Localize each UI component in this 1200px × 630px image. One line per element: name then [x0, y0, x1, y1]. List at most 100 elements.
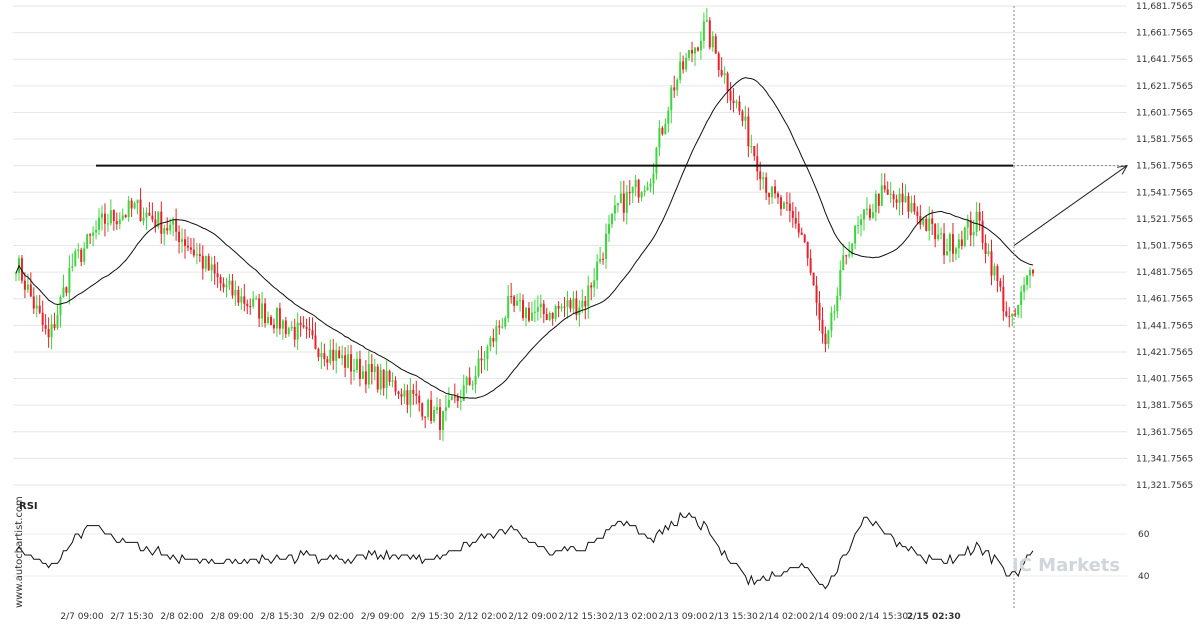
candle-body — [596, 261, 599, 281]
candle-body — [65, 287, 68, 293]
candle-body — [928, 218, 931, 231]
candle-body — [886, 189, 889, 195]
rsi-line — [15, 511, 1034, 590]
candle-body — [800, 232, 803, 235]
candle-body — [510, 296, 513, 298]
candle-body — [50, 324, 53, 338]
candle-body — [625, 192, 628, 213]
candle-body — [326, 359, 329, 363]
candle-body — [133, 203, 136, 209]
candle-body — [741, 111, 744, 121]
candle-body — [527, 307, 530, 321]
candle-body — [29, 284, 32, 297]
candle-body — [732, 100, 735, 104]
brand-watermark: IC Markets — [1012, 555, 1120, 576]
candle-body — [335, 350, 338, 361]
price-tick-label: 11,361.7565 — [1136, 428, 1193, 438]
candle-body — [184, 239, 187, 246]
candle-body — [47, 328, 50, 338]
candle-body — [142, 217, 145, 222]
candle-body — [41, 312, 44, 326]
time-tick-label: 2/7 15:30 — [110, 612, 154, 622]
candle-body — [240, 296, 243, 303]
candle-body — [613, 205, 616, 214]
candle-body — [868, 208, 871, 218]
candle-body — [237, 289, 240, 303]
candle-body — [602, 258, 605, 260]
candle-body — [1029, 270, 1032, 276]
candle-body — [246, 303, 249, 307]
price-tick-label: 11,561.7565 — [1136, 162, 1193, 172]
candle-body — [453, 396, 456, 398]
candle-body — [130, 200, 133, 209]
candle-body — [880, 185, 883, 206]
candle-body — [966, 220, 969, 228]
candle-body — [347, 354, 350, 368]
candle-body — [619, 193, 622, 204]
candle-body — [290, 326, 293, 329]
moving-average — [15, 77, 1034, 399]
candle-body — [679, 61, 682, 80]
candle-body — [118, 219, 121, 225]
candle-body — [857, 225, 860, 227]
price-axis: 11,321.7565 11,341.7565 11,361.7565 11,381.… — [1136, 2, 1193, 491]
candle-body — [705, 20, 708, 22]
candle-body — [160, 211, 163, 234]
candle-body — [32, 296, 35, 309]
rsi-tick-label: 40 — [1138, 572, 1150, 582]
candle-body — [23, 280, 26, 290]
candle-body — [566, 300, 569, 308]
candle-body — [86, 234, 89, 249]
candle-body — [474, 375, 477, 385]
time-tick-label: 2/12 15:30 — [558, 612, 607, 622]
candle-body — [756, 156, 759, 172]
candle-body — [258, 298, 261, 319]
candle-body — [228, 280, 231, 285]
candle-body — [400, 394, 403, 397]
candle-body — [670, 87, 673, 111]
candle-body — [643, 190, 646, 193]
candle-body — [990, 251, 993, 276]
candle-body — [874, 194, 877, 213]
candle-body — [406, 390, 409, 405]
candle-body — [768, 192, 771, 198]
candle-body — [361, 371, 364, 379]
candle-body — [495, 326, 498, 342]
time-tick-label: 2/13 09:00 — [659, 612, 708, 622]
candle-body — [267, 316, 270, 323]
candle-body — [379, 369, 382, 390]
time-tick-label: 2/9 02:00 — [311, 612, 355, 622]
candle-body — [80, 249, 83, 262]
candle-body — [287, 328, 290, 335]
candle-body — [225, 284, 228, 288]
candle-body — [827, 330, 830, 344]
projection-arrow — [1013, 165, 1128, 246]
candle-body — [486, 346, 489, 360]
candle-body — [198, 254, 201, 256]
price-tick-label: 11,541.7565 — [1136, 188, 1193, 198]
candle-body — [92, 232, 95, 236]
price-tick-label: 11,481.7565 — [1136, 268, 1193, 278]
candle-body — [504, 318, 507, 327]
time-tick-label: 2/14 09:00 — [809, 612, 858, 622]
candle-body — [922, 218, 925, 225]
candle-body — [934, 223, 937, 240]
candle-body — [711, 36, 714, 48]
candle-body — [103, 213, 106, 224]
candle-body — [610, 213, 613, 225]
candle-body — [56, 314, 59, 328]
candle-body — [889, 193, 892, 195]
candle-body — [344, 355, 347, 368]
candle-body — [943, 233, 946, 256]
candle-body — [355, 359, 358, 371]
candle-body — [438, 407, 441, 431]
candle-body — [892, 193, 895, 200]
candle-body — [1002, 286, 1005, 312]
candle-body — [951, 234, 954, 254]
time-tick-label: 2/13 15:30 — [709, 612, 758, 622]
candle-body — [311, 330, 314, 336]
candle-body — [341, 355, 344, 359]
candle-body — [691, 50, 694, 54]
candle-body — [124, 215, 127, 218]
